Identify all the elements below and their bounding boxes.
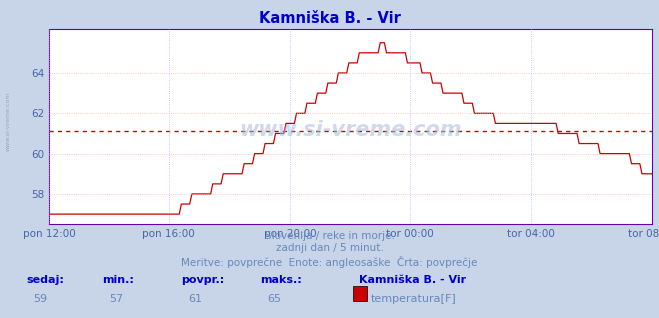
Text: min.:: min.: [102,275,134,285]
Text: povpr.:: povpr.: [181,275,225,285]
Text: temperatura[F]: temperatura[F] [370,294,456,304]
Text: www.si-vreme.com: www.si-vreme.com [5,91,11,151]
Text: Kamniška B. - Vir: Kamniška B. - Vir [258,11,401,26]
Text: sedaj:: sedaj: [26,275,64,285]
Text: Meritve: povprečne  Enote: angleosaške  Črta: povprečje: Meritve: povprečne Enote: angleosaške Čr… [181,256,478,268]
Text: zadnji dan / 5 minut.: zadnji dan / 5 minut. [275,243,384,253]
Text: maks.:: maks.: [260,275,302,285]
Text: 57: 57 [109,294,123,304]
Text: Slovenija / reke in morje.: Slovenija / reke in morje. [264,231,395,240]
Text: www.si-vreme.com: www.si-vreme.com [240,120,462,140]
Text: 59: 59 [33,294,47,304]
Text: 61: 61 [188,294,202,304]
Text: Kamniška B. - Vir: Kamniška B. - Vir [359,275,467,285]
Text: 65: 65 [267,294,281,304]
